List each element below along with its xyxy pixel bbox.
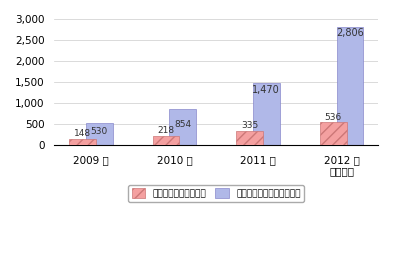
Text: 148: 148 bbox=[74, 129, 91, 138]
Text: 536: 536 bbox=[325, 113, 342, 122]
Text: 530: 530 bbox=[90, 127, 108, 136]
Text: 2,806: 2,806 bbox=[336, 28, 364, 38]
Legend: プラットフォームの数, 市場規模　（百万米ドル）: プラットフォームの数, 市場規模 （百万米ドル） bbox=[128, 185, 304, 202]
Bar bbox=[152, 136, 179, 145]
Bar bbox=[320, 123, 347, 145]
Text: 854: 854 bbox=[174, 120, 191, 129]
Text: 1,470: 1,470 bbox=[252, 85, 280, 94]
Bar bbox=[236, 131, 263, 145]
Bar bbox=[69, 139, 96, 145]
Bar bbox=[336, 27, 363, 145]
Bar bbox=[169, 109, 196, 145]
Bar bbox=[253, 83, 280, 145]
Text: 335: 335 bbox=[241, 121, 258, 130]
Text: 218: 218 bbox=[158, 126, 174, 135]
Bar bbox=[86, 123, 112, 145]
